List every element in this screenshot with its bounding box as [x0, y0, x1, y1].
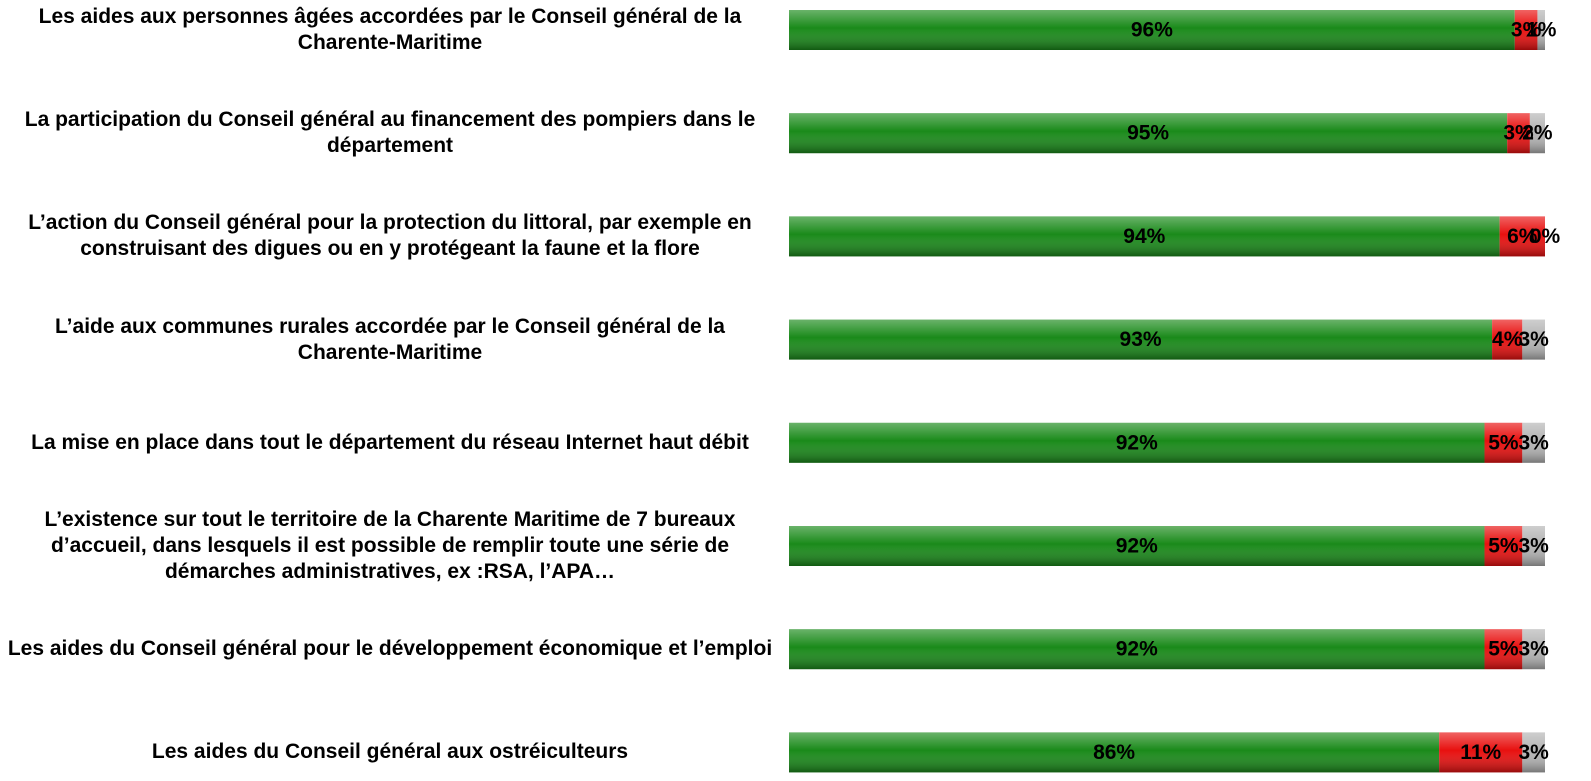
category-label: Les aides du Conseil général aux ostréic…	[151, 740, 629, 764]
value-label: 95%	[1127, 122, 1169, 145]
value-label: 96%	[1131, 19, 1173, 42]
category-label: Les aides du Conseil général pour le dév…	[7, 637, 773, 661]
category-label: L’action du Conseil général pour la prot…	[28, 211, 752, 261]
value-label: 2%	[1522, 122, 1553, 145]
value-label: 3%	[1518, 328, 1549, 351]
value-label: 1%	[1526, 19, 1557, 42]
value-label: 92%	[1116, 535, 1158, 558]
value-label: 3%	[1518, 741, 1549, 764]
value-label: 3%	[1503, 122, 1534, 145]
category-label: Les aides aux personnes âgées accordées …	[38, 5, 742, 54]
value-label: 94%	[1123, 225, 1165, 248]
category-label: La mise en place dans tout le départemen…	[31, 430, 749, 454]
value-label: 3%	[1511, 19, 1542, 42]
value-label: 92%	[1116, 638, 1158, 661]
value-label: 3%	[1518, 638, 1549, 661]
value-label: 11%	[1460, 741, 1501, 764]
value-label: 93%	[1120, 328, 1162, 351]
value-label: 5%	[1488, 431, 1519, 454]
value-label: 86%	[1093, 741, 1135, 764]
value-label: 0%	[1530, 225, 1561, 248]
value-label: 4%	[1492, 328, 1523, 351]
value-label: 3%	[1518, 431, 1549, 454]
category-label: L’existence sur tout le territoire de la…	[44, 508, 736, 583]
value-label: 5%	[1488, 638, 1519, 661]
category-label: La participation du Conseil général au f…	[24, 108, 756, 158]
value-label: 3%	[1518, 535, 1549, 558]
category-label: L’aide aux communes rurales accordée par…	[55, 314, 725, 364]
value-label: 6%	[1507, 225, 1538, 248]
value-label: 92%	[1116, 431, 1158, 454]
value-label: 5%	[1488, 535, 1519, 558]
